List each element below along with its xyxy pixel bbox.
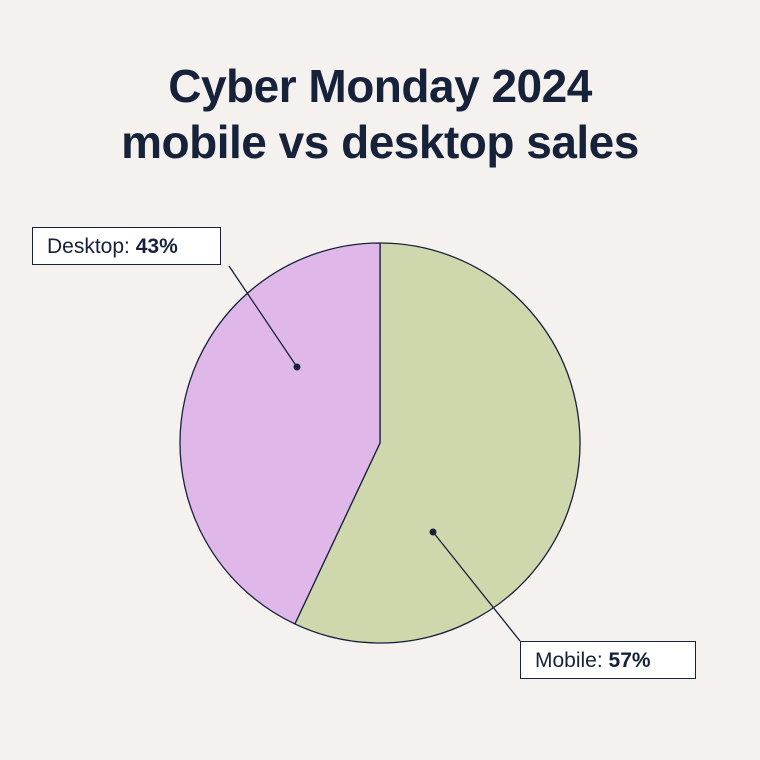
callout-desktop-label: Desktop — [47, 235, 125, 258]
callout-mobile-value: 57% — [608, 649, 651, 672]
leader-dot-desktop — [293, 363, 301, 371]
pie-slice-mobile — [294, 242, 581, 644]
title-line-2: mobile vs desktop sales — [121, 116, 639, 168]
title-line-1: Cyber Monday 2024 — [168, 60, 592, 112]
chart-title: Cyber Monday 2024 mobile vs desktop sale… — [0, 58, 760, 170]
callout-desktop-value: 43% — [135, 235, 178, 258]
leader-line-mobile — [432, 531, 521, 642]
callout-mobile: Mobile: 57% — [520, 641, 696, 679]
callout-mobile-label: Mobile — [535, 649, 597, 672]
callout-desktop: Desktop: 43% — [32, 227, 221, 265]
pie-slice-desktop — [179, 242, 381, 625]
leader-dot-mobile — [429, 528, 437, 536]
leader-line-desktop — [228, 265, 298, 368]
